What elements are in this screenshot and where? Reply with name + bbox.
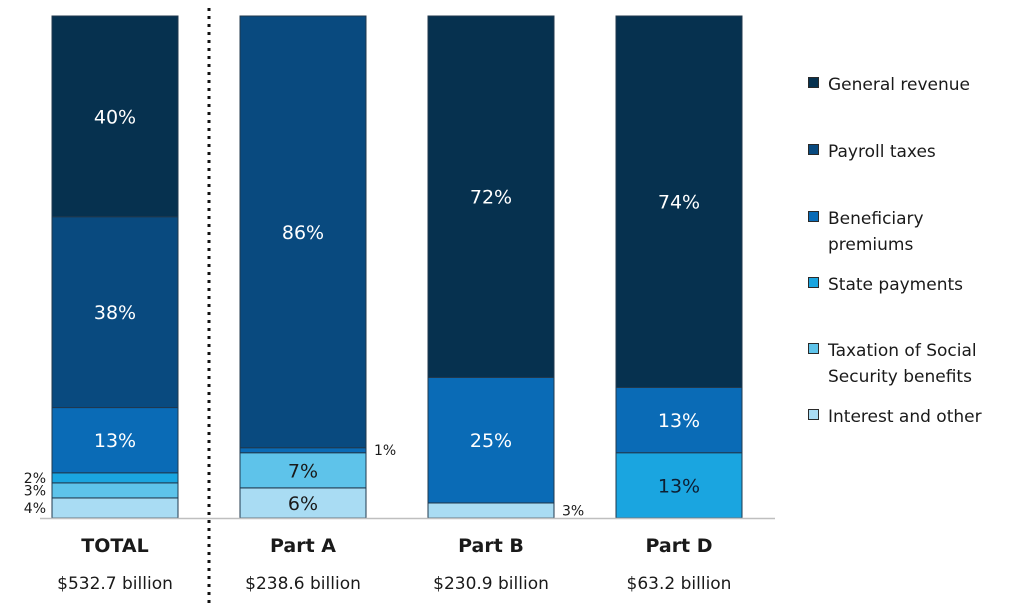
legend-label: Payroll taxes [828, 142, 936, 162]
legend-item-payroll-taxes: Payroll taxes [808, 139, 936, 165]
data-label-part-b-beneficiary-premiums: 25% [470, 430, 512, 452]
data-label-part-b-interest-and-other: 3% [562, 503, 584, 519]
bar-segment-part-d-general-revenue [615, 15, 743, 388]
bar-segment-part-a-taxation-of-social-security-benefits [239, 452, 367, 489]
bar-segment-total-taxation-of-social-security-benefits [51, 482, 179, 499]
legend-swatch [808, 211, 819, 222]
bar-segment-part-d-beneficiary-premiums [615, 386, 743, 454]
data-label-part-a-taxation-of-social-security-benefits: 7% [288, 460, 318, 482]
bar-segment-total-payroll-taxes [51, 216, 179, 409]
bar-segment-part-d-state-payments [615, 452, 743, 519]
bar-segment-total-state-payments [51, 472, 179, 484]
data-label-total-interest-and-other: 4% [24, 501, 46, 517]
bar-segment-total-beneficiary-premiums [51, 407, 179, 474]
legend-item-interest-and-other: Interest and other [808, 404, 982, 430]
category-label-part-a: Part A [270, 535, 336, 557]
legend-swatch [808, 343, 819, 354]
legend-label: Beneficiary premiums [828, 209, 924, 255]
legend-item-taxation-of-social-security-benefits: Taxation of Social Security benefits [808, 338, 1008, 390]
data-label-part-d-state-payments: 13% [658, 475, 700, 497]
data-label-part-b-general-revenue: 72% [470, 187, 512, 209]
legend-swatch [808, 277, 819, 288]
data-label-part-a-beneficiary-premiums: 1% [374, 443, 396, 459]
legend-label: Taxation of Social Security benefits [828, 341, 977, 387]
bar-segment-total-interest-and-other [51, 497, 179, 519]
legend-swatch [808, 144, 819, 155]
legend-item-general-revenue: General revenue [808, 72, 970, 98]
data-label-total-state-payments: 2% [24, 471, 46, 487]
category-subtitle-part-d: $63.2 billion [627, 574, 732, 594]
data-label-total-general-revenue: 40% [94, 106, 136, 128]
bar-segment-part-a-payroll-taxes [239, 15, 367, 449]
bar-segment-part-a-beneficiary-premiums [239, 447, 367, 454]
bar-segment-part-b-general-revenue [427, 15, 555, 378]
data-label-total-taxation-of-social-security-benefits: 3% [24, 483, 46, 499]
category-subtitle-total: $532.7 billion [57, 574, 173, 594]
category-label-part-d: Part D [645, 535, 712, 557]
legend-label: State payments [828, 275, 963, 295]
bar-segment-total-general-revenue [51, 15, 179, 218]
legend-item-state-payments: State payments [808, 272, 963, 298]
legend-swatch [808, 77, 819, 88]
data-label-part-a-payroll-taxes: 86% [282, 222, 324, 244]
legend-label: General revenue [828, 75, 971, 95]
legend-label: Interest and other [828, 407, 982, 427]
data-label-part-a-interest-and-other: 6% [288, 493, 318, 515]
data-label-part-d-general-revenue: 74% [658, 192, 700, 214]
bar-segment-part-b-interest-and-other [427, 502, 555, 519]
bar-segment-part-b-beneficiary-premiums [427, 376, 555, 504]
category-subtitle-part-a: $238.6 billion [245, 574, 361, 594]
data-label-total-payroll-taxes: 38% [94, 302, 136, 324]
category-label-part-b: Part B [458, 535, 524, 557]
category-subtitle-part-b: $230.9 billion [433, 574, 549, 594]
legend-item-beneficiary-premiums: Beneficiary premiums [808, 206, 938, 258]
data-label-part-d-beneficiary-premiums: 13% [658, 410, 700, 432]
legend-swatch [808, 409, 819, 420]
category-label-total: TOTAL [81, 535, 148, 557]
data-label-total-beneficiary-premiums: 13% [94, 430, 136, 452]
